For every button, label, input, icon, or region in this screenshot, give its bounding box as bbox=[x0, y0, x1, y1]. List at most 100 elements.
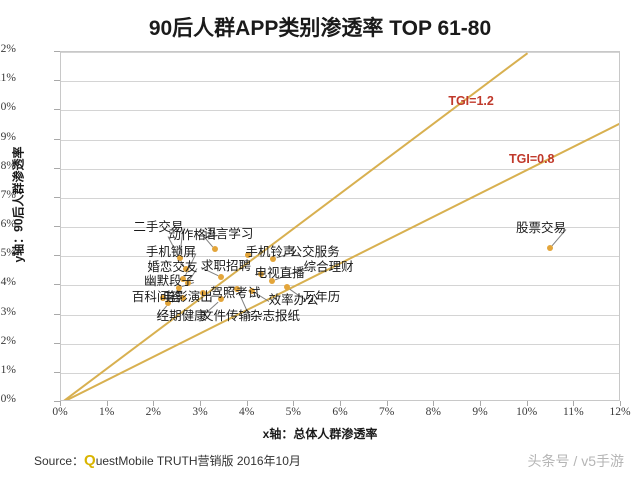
scatter-point bbox=[165, 299, 172, 306]
scatter-point-label: 婚恋交友 bbox=[147, 260, 198, 275]
scatter-point-label: 语言学习 bbox=[203, 227, 254, 242]
scatter-point bbox=[268, 277, 275, 284]
scatter-point bbox=[284, 283, 291, 290]
y-axis-tick-label: 0% bbox=[0, 393, 16, 405]
x-axis-title: x轴：总体人群渗透率 bbox=[262, 427, 378, 441]
scatter-point-label: 百科问答 bbox=[131, 289, 182, 304]
watermark: 头条号 / v5手游 bbox=[527, 453, 624, 469]
x-axis-tick-mark bbox=[106, 401, 108, 406]
x-axis-tick-mark bbox=[153, 401, 155, 406]
scatter-point-label: 幽默段子 bbox=[144, 274, 195, 289]
scatter-point-label: 文件传输 bbox=[201, 308, 252, 323]
y-axis-tick-label: 6% bbox=[0, 218, 16, 230]
y-axis-tick-mark bbox=[54, 226, 60, 227]
y-axis-tick-label: 2% bbox=[0, 334, 16, 347]
x-axis-tick-label: 9% bbox=[472, 406, 488, 418]
scatter-point-label: 效率办公 bbox=[268, 293, 319, 308]
source-rest: uestMobile TRUTH营销版 2016年10月 bbox=[95, 454, 301, 468]
y-axis-tick-mark bbox=[54, 284, 60, 286]
label-leader-line bbox=[254, 274, 258, 276]
y-axis-tick-mark bbox=[54, 342, 60, 344]
page-title: 90后人群APP类别渗透率 TOP 61-80 bbox=[148, 17, 492, 40]
scatter-point bbox=[270, 255, 277, 262]
tgi-line-label: TGI=0.8 bbox=[509, 151, 555, 166]
plot-area: 二手交易 动作格斗 语言学习 手机锁屏 手机铃声 公交服务婚恋交友 求职招聘 电视直播 综合理财… bbox=[60, 51, 620, 401]
scatter-point bbox=[234, 285, 241, 292]
y-axis-tick-mark bbox=[54, 371, 60, 373]
gridline-horizontal bbox=[61, 52, 619, 53]
x-axis-tick-mark bbox=[573, 401, 575, 406]
scatter-point bbox=[184, 280, 191, 286]
y-axis-tick-label: 5% bbox=[0, 247, 16, 260]
scatter-point-label: 手机锁屏 bbox=[145, 244, 196, 259]
y-axis-tick-mark bbox=[54, 167, 60, 169]
gridline-horizontal bbox=[61, 372, 619, 374]
scatter-point bbox=[177, 254, 183, 261]
y-axis-tick-mark bbox=[54, 255, 60, 257]
x-axis-tick-label: 11% bbox=[563, 406, 584, 418]
scatter-point-label: 电视直播 bbox=[254, 266, 305, 281]
y-axis-tick-label: 7% bbox=[0, 188, 16, 201]
y-axis-tick-label: 4% bbox=[0, 276, 16, 289]
gridline-horizontal bbox=[61, 285, 619, 287]
scatter-point bbox=[257, 271, 264, 278]
x-axis-tick-label: 1% bbox=[98, 406, 115, 418]
scatter-point bbox=[217, 273, 224, 280]
gridline-horizontal bbox=[61, 81, 619, 83]
label-leader-line bbox=[162, 298, 181, 300]
y-axis-tick-label: 11% bbox=[0, 72, 16, 85]
x-axis-tick-mark bbox=[526, 401, 528, 406]
scatter-point-label: 杂志报纸 bbox=[250, 308, 301, 323]
y-axis-tick-label: 9% bbox=[0, 130, 16, 143]
x-axis-tick-label: 2% bbox=[145, 406, 161, 418]
gridline-horizontal bbox=[61, 168, 619, 170]
source-note: Source：QuestMobile TRUTH营销版 2016年10月 bbox=[34, 452, 301, 469]
x-axis-tick-label: 5% bbox=[285, 406, 301, 418]
x-axis-tick-mark bbox=[386, 401, 388, 406]
scatter-point-label: 电影演出 bbox=[162, 290, 213, 305]
x-axis-tick-mark bbox=[620, 401, 621, 406]
scatter-point bbox=[212, 245, 218, 252]
scatter-point bbox=[547, 245, 554, 251]
scatter-point bbox=[183, 266, 190, 273]
y-axis-tick-label: 10% bbox=[0, 101, 16, 114]
scatter-point-label: 动作格斗 bbox=[168, 227, 219, 242]
y-axis-tick-mark bbox=[54, 109, 60, 111]
scatter-point bbox=[217, 296, 224, 303]
scatter-point bbox=[180, 275, 187, 282]
scatter-point bbox=[175, 284, 182, 291]
x-axis-tick-mark bbox=[60, 401, 61, 406]
x-axis-tick-label: 12% bbox=[609, 406, 631, 418]
scatter-point bbox=[159, 295, 166, 302]
x-axis-tick-mark bbox=[340, 401, 341, 406]
x-axis-tick-label: 6% bbox=[332, 406, 348, 418]
gridline-horizontal bbox=[61, 314, 619, 316]
scatter-point-label: 万年历 bbox=[302, 289, 341, 304]
scatter-point-label: 手机铃声 bbox=[245, 245, 296, 260]
scatter-point-label: 驾照考试 bbox=[210, 285, 261, 300]
tgi-line-label: TGI=1.2 bbox=[448, 93, 494, 108]
y-axis-tick-mark bbox=[54, 313, 60, 315]
quest-q-glyph: Q bbox=[84, 452, 96, 469]
x-axis-tick-label: 4% bbox=[238, 406, 255, 418]
scatter-point bbox=[200, 289, 207, 296]
gridline-horizontal bbox=[61, 110, 619, 112]
y-axis-tick-mark bbox=[54, 138, 60, 140]
x-axis-tick-mark bbox=[200, 401, 201, 406]
scatter-point-label: 公交服务 bbox=[289, 245, 340, 260]
scatter-point-label: 综合理财 bbox=[303, 260, 354, 275]
x-axis-tick-mark bbox=[246, 401, 248, 406]
x-axis-tick-label: 0% bbox=[52, 406, 68, 418]
x-axis-tick-mark bbox=[480, 401, 481, 406]
scatter-point bbox=[244, 251, 251, 258]
y-axis-tick-label: 8% bbox=[0, 159, 16, 172]
x-axis-tick-label: 7% bbox=[378, 406, 395, 418]
x-axis-tick-label: 8% bbox=[425, 406, 441, 418]
scatter-point-label: 求职招聘 bbox=[201, 259, 252, 274]
y-axis-tick-mark bbox=[54, 401, 60, 402]
y-axis-tick-label: 12% bbox=[0, 43, 16, 55]
scatter-point-label: 二手交易 bbox=[133, 220, 184, 235]
source-prefix: Source： bbox=[34, 454, 85, 468]
y-axis-tick-mark bbox=[54, 80, 60, 82]
